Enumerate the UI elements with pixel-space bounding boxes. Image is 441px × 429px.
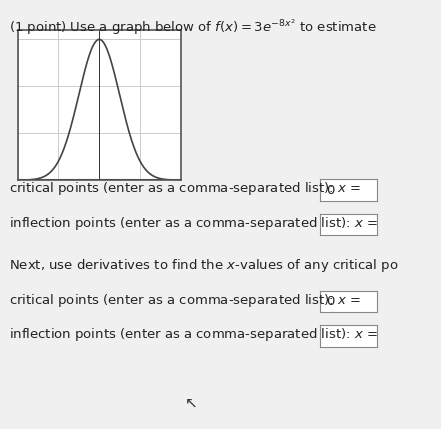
Text: ↖: ↖ <box>185 396 198 411</box>
Text: inflection points (enter as a comma-separated list): $x$ =: inflection points (enter as a comma-sepa… <box>9 214 377 232</box>
Text: Next, use derivatives to find the $x$-values of any critical po: Next, use derivatives to find the $x$-va… <box>9 257 398 275</box>
Text: 0: 0 <box>327 184 335 196</box>
Text: critical points (enter as a comma-separated list): $x$ =: critical points (enter as a comma-separa… <box>9 180 361 197</box>
Text: (1 point) Use a graph below of $f(x) = 3e^{-8x^2}$ to estimate: (1 point) Use a graph below of $f(x) = 3… <box>9 17 377 37</box>
Text: 0: 0 <box>327 295 335 308</box>
Text: critical points (enter as a comma-separated list): $x$ =: critical points (enter as a comma-separa… <box>9 292 361 309</box>
Text: inflection points (enter as a comma-separated list): $x$ =: inflection points (enter as a comma-sepa… <box>9 326 377 343</box>
